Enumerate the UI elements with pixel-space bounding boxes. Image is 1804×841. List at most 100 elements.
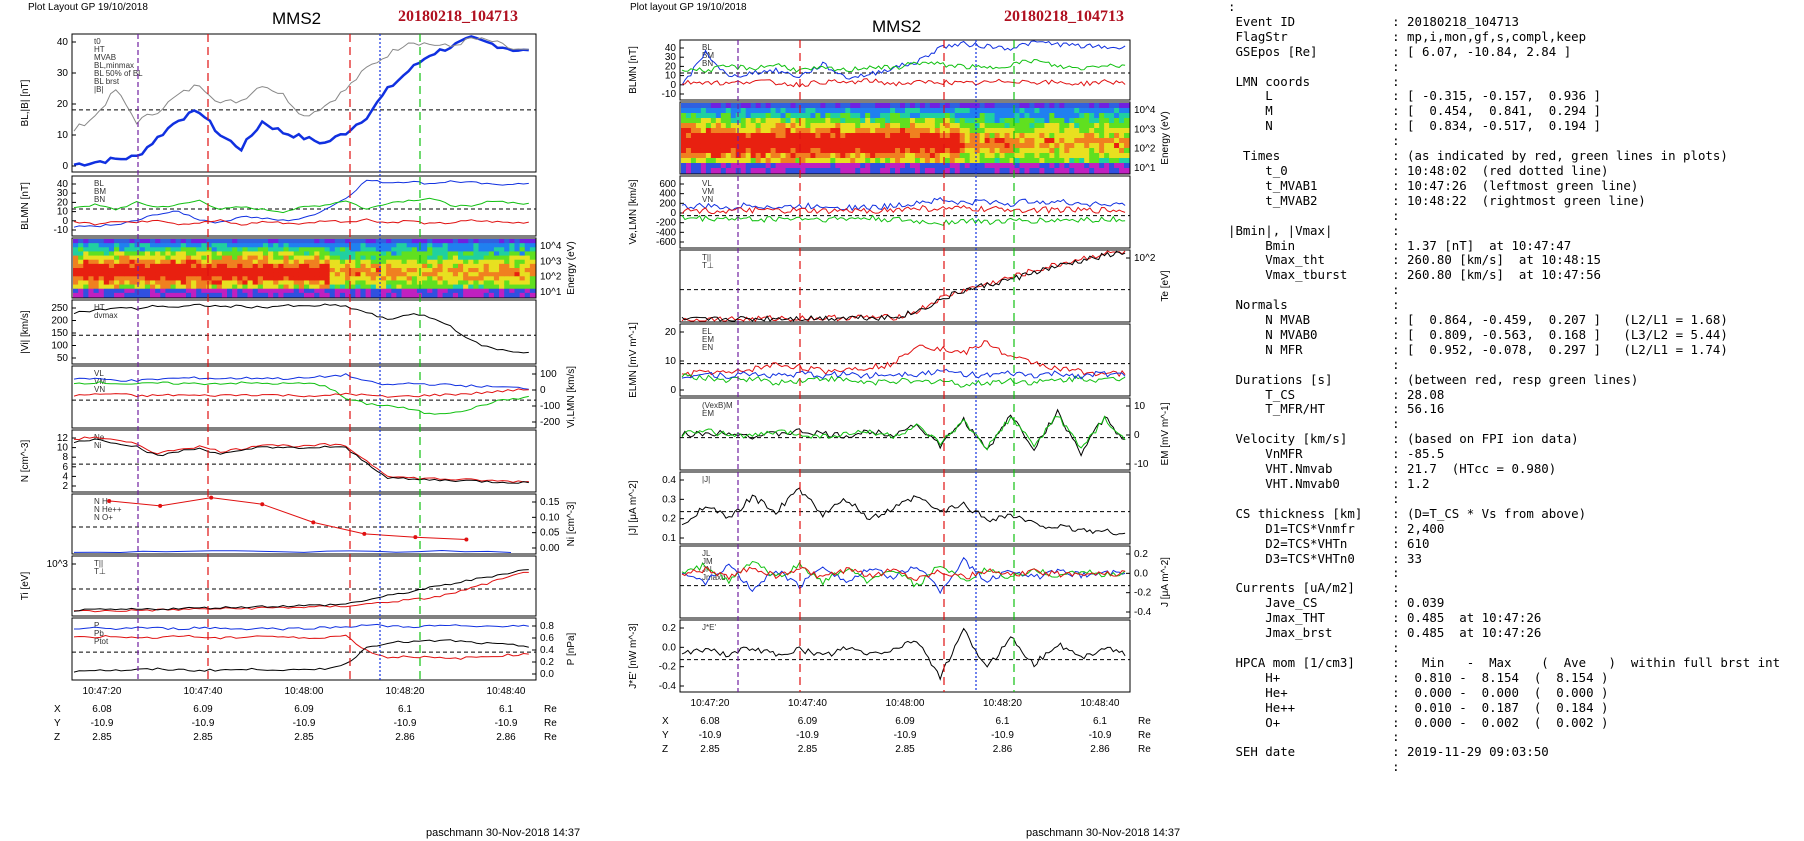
spectrogram-cell [381,276,387,281]
spectrogram-cell [201,259,207,265]
position-row-label: X [662,716,669,727]
legend-entry: T|| [702,253,711,262]
spectrogram-cell [293,239,300,244]
spectrogram-cell [885,138,891,144]
spectrogram-cell [155,243,161,248]
spectrogram-cell [103,276,110,281]
spectrogram-cell [529,280,536,286]
spectrogram-cell [268,276,274,281]
spectrogram-cell [488,243,495,248]
spectrogram-cell [196,247,202,252]
spectrogram-cell [499,243,505,248]
spectrogram-cell [185,268,192,273]
spectrogram-cell [1094,128,1100,134]
spectrogram-cell [725,148,732,154]
spectrogram-cell [974,123,981,129]
spectrogram-cell [268,292,274,298]
spectrogram-cell [929,158,936,164]
spectrogram-cell [914,158,921,164]
spectrogram-cell [870,128,876,134]
spectrogram-cell [1014,158,1020,164]
spectrogram-cell [185,247,192,252]
spectrogram-cell [1079,118,1085,124]
spectrogram-cell [959,118,966,124]
spectrogram-cell [221,239,228,244]
spectrogram-cell [411,259,418,265]
spectrogram-cell [170,251,177,257]
spectrogram-cell [339,280,346,286]
spectrogram-cell [227,288,233,294]
spectrogram-cell [835,108,841,114]
spectrogram-cell [1099,148,1105,154]
spectrogram-cell [785,128,792,134]
spectrogram-cell [745,133,752,139]
spectrogram-cell [273,259,279,265]
spectrogram-cell [452,251,459,257]
legend-entry: (VexB)M [702,401,733,410]
middle-layout-header: Plot layout GP 19/10/2018 [630,2,747,13]
spectrogram-cell [984,153,991,159]
spectrogram-cell [483,239,490,244]
spectrogram-cell [180,272,187,277]
spectrogram-cell [730,103,737,109]
spectrogram-cell [1029,103,1035,109]
spectrogram-cell [1104,123,1110,129]
spectrogram-cell [298,276,305,281]
spectrogram-cell [959,133,966,139]
spectrogram-cell [237,247,243,252]
spectrogram-cell [745,153,752,159]
spectrogram-cell [800,128,806,134]
spectrogram-cell [488,259,495,265]
spectrogram-cell [78,268,84,273]
spectrogram-cell [710,153,717,159]
spectrogram-cell [304,263,310,269]
spectrogram-cell [795,163,801,169]
spectrogram-cell [681,118,687,124]
spectrogram-cell [1074,103,1080,109]
spectrogram-cell [1054,148,1060,154]
spectrogram-cell [529,247,536,252]
spectrogram-cell [124,288,130,294]
spectrogram-cell [442,276,449,281]
spectrogram-cell [257,292,264,298]
spectrogram-cell [815,113,821,119]
spectrogram-cell [139,251,146,257]
y-tick-label: 10 [57,130,69,141]
spectrogram-cell [504,276,510,281]
spectrogram-cell [334,255,341,261]
spectrogram-cell [175,259,182,265]
spectrogram-cell [1019,168,1025,174]
spectrogram-cell [875,123,881,129]
spectrogram-cell [695,163,702,169]
spectrogram-cell [411,243,418,248]
spectrogram-cell [1059,158,1065,164]
spectrogram-cell [437,239,444,244]
spectrogram-cell [695,103,702,109]
spectrogram-cell [334,268,341,273]
spectrogram-cell [447,292,454,298]
spectrogram-cell [700,113,707,119]
spectrogram-cell [929,163,936,169]
spectrogram-cell [411,276,418,281]
series-line [681,40,1126,86]
spectrogram-cell [103,272,110,277]
spectrogram-cell [514,255,521,261]
spectrogram-cell [88,259,95,265]
spectrogram-cell [211,268,218,273]
spectrogram-cell [1009,118,1016,124]
panel-frame [71,493,537,555]
spectrogram-cell [964,158,971,164]
spectrogram-cell [695,153,702,159]
spectrogram-cell [499,263,505,269]
spectrogram-cell [909,153,916,159]
spectrogram-cell [432,284,438,290]
spectrogram-cell [1099,138,1105,144]
spectrogram-cell [129,284,136,290]
spectrogram-cell [740,123,747,129]
spectrogram-cell [690,158,697,164]
spectrogram-cell [73,243,79,248]
spectrogram-cell [447,239,454,244]
spectrogram-cell [129,263,136,269]
y-tick-label: 100 [51,341,68,352]
